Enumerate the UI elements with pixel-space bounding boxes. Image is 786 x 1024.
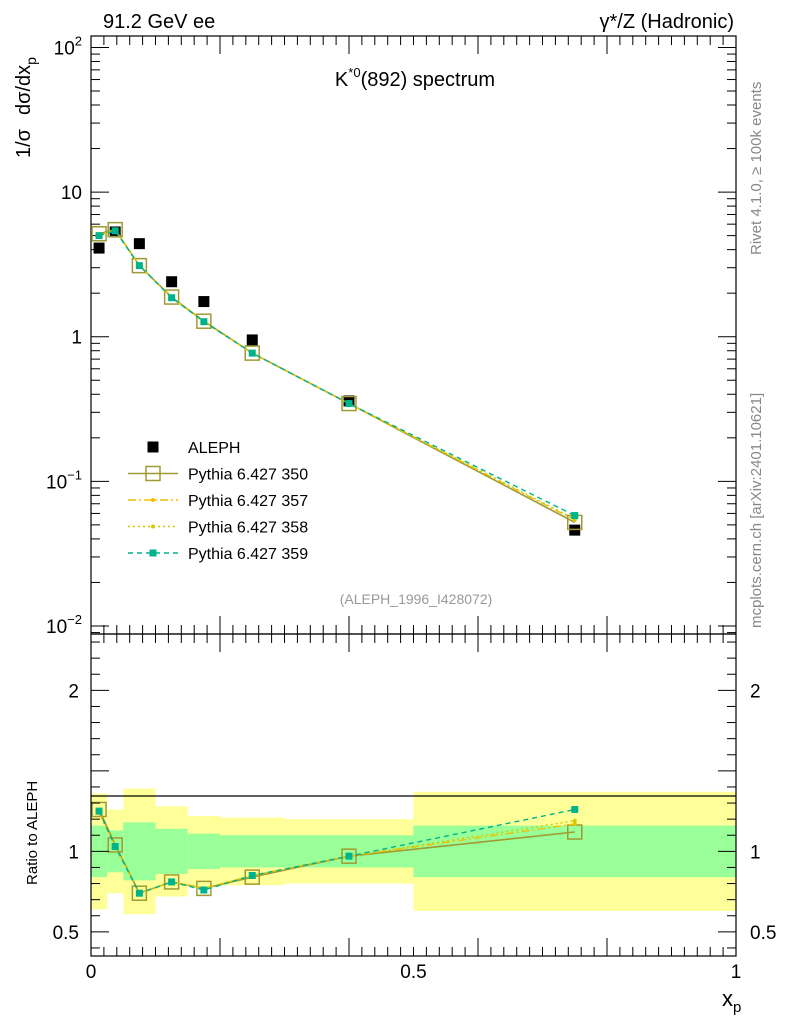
legend-label: Pythia 6.427 358 [188, 520, 308, 537]
series-pythia-6-427-357 [97, 228, 577, 523]
legend-label: Pythia 6.427 357 [188, 493, 308, 510]
legend-entry-pythia-6-427-350: Pythia 6.427 350 [128, 465, 308, 484]
aleph-data-point [198, 296, 210, 308]
main-y-tick-label: 10−1 [46, 467, 82, 493]
ratio-point [135, 889, 143, 897]
legend-marker [151, 524, 155, 529]
ratio-point [248, 872, 256, 879]
ratio-inner-band [187, 833, 220, 870]
ratio-point [168, 878, 176, 886]
main-y-tick-label: 10−2 [46, 612, 82, 638]
main-y-tick-label: 1 [71, 328, 82, 349]
legend-label: ALEPH [188, 440, 240, 457]
ratio-y-tick-label-right: 1 [750, 842, 761, 863]
ratio-axis-ticks: 0.5 0.5 1 1 2 2 0 0.5 1 [53, 634, 776, 983]
ratio-panel: 0.5 0.5 1 1 2 2 0 0.5 1 Ratio to ALEPH xp [24, 633, 776, 1016]
legend-marker [145, 465, 161, 482]
mc-line [98, 229, 576, 521]
mc-point [248, 349, 256, 357]
mc-point [131, 257, 148, 274]
series-pythia-6-427-350 [91, 221, 583, 531]
legend-marker [149, 549, 157, 557]
main-series-layer [91, 221, 583, 536]
mc-point [111, 227, 119, 235]
x-tick-label: 0 [86, 962, 97, 983]
series-aleph [93, 226, 581, 536]
mc-point [168, 294, 176, 302]
mc-point [571, 512, 579, 520]
legend-label: Pythia 6.427 359 [188, 546, 308, 563]
ratio-point [200, 886, 208, 894]
ratio-point [163, 874, 180, 890]
legend-entry-pythia-6-427-357: Pythia 6.427 357 [128, 493, 308, 510]
mc-point [341, 395, 357, 412]
main-axis-ticks: 102 10 1 10−1 10−2 [46, 33, 737, 638]
ratio-point [572, 818, 577, 823]
ratio-y-axis-label: Ratio to ALEPH [24, 781, 41, 885]
mc-point [91, 226, 107, 242]
main-y-tick-label: 102 [54, 33, 82, 59]
ratio-uncertainty-bands [91, 788, 736, 915]
ratio-series-layer [91, 801, 583, 901]
ratio-point [91, 801, 107, 818]
ratio-y-tick-label-right: 2 [750, 681, 761, 702]
legend-label: Pythia 6.427 350 [188, 467, 308, 484]
ratio-y-tick-label: 1 [68, 842, 79, 863]
x-tick-label: 1 [731, 962, 742, 983]
series-pythia-6-427-358 [97, 228, 577, 521]
mc-point [163, 289, 180, 305]
ratio-y-tick-label-right: 0.5 [750, 923, 776, 944]
legend-entry-pythia-6-427-359: Pythia 6.427 359 [128, 546, 308, 563]
rivet-version-label: Rivet 4.1.0, ≥ 100k events [748, 82, 765, 255]
mc-line [98, 228, 576, 524]
legend: ALEPH Pythia 6.427 350 Pythia 6.427 357 Pyt… [128, 440, 308, 563]
mc-point [196, 313, 212, 329]
ratio-point [95, 807, 103, 815]
main-plot-frame [90, 35, 737, 635]
ratio-inner-band [220, 835, 285, 868]
header-process-label: γ*/Z (Hadronic) [600, 11, 734, 33]
mc-point [135, 262, 143, 270]
main-plot-title: K*0(892) spectrum [335, 65, 495, 91]
mc-point [345, 400, 353, 408]
main-panel: K*0(892) spectrum 1/σdσ/dxp (ALEPH_1996_… [13, 33, 737, 638]
ratio-point [571, 805, 579, 813]
header-energy-label: 91.2 GeV ee [103, 11, 215, 33]
main-y-tick-label: 10 [61, 183, 82, 204]
aleph-data-point [246, 334, 258, 346]
legend-entry-aleph: ALEPH [147, 440, 240, 457]
mc-point [95, 232, 103, 240]
mc-point [244, 345, 260, 361]
ratio-inner-band [155, 828, 188, 874]
aleph-data-point [166, 276, 178, 288]
ratio-point [345, 852, 353, 860]
x-axis-label: xp [722, 986, 741, 1016]
x-tick-label: 0.5 [400, 962, 426, 983]
mc-line [98, 229, 576, 520]
ratio-point [572, 821, 577, 826]
ratio-line [98, 808, 575, 895]
analysis-watermark: (ALEPH_1996_I428072) [340, 591, 493, 607]
mcplots-source-label: mcplots.cern.ch [arXiv:2401.10621] [748, 393, 765, 628]
legend-marker [147, 441, 159, 453]
mc-point [200, 318, 208, 326]
aleph-data-point [93, 242, 105, 254]
ratio-point [107, 837, 123, 853]
ratio-point [341, 848, 357, 864]
aleph-data-point [133, 238, 145, 250]
mc-point [107, 221, 123, 238]
legend-marker [151, 498, 155, 502]
legend-entry-pythia-6-427-358: Pythia 6.427 358 [128, 520, 308, 537]
ratio-point [131, 885, 148, 901]
ratio-point [111, 843, 119, 851]
ratio-inner-band [413, 825, 736, 878]
ratio-y-tick-label: 2 [68, 681, 79, 702]
main-y-axis-label: 1/σdσ/dxp [13, 57, 39, 158]
series-pythia-6-427-359 [95, 227, 579, 520]
ratio-series-pythia-6-427-359 [95, 805, 579, 897]
ratio-y-tick-label: 0.5 [53, 923, 79, 944]
